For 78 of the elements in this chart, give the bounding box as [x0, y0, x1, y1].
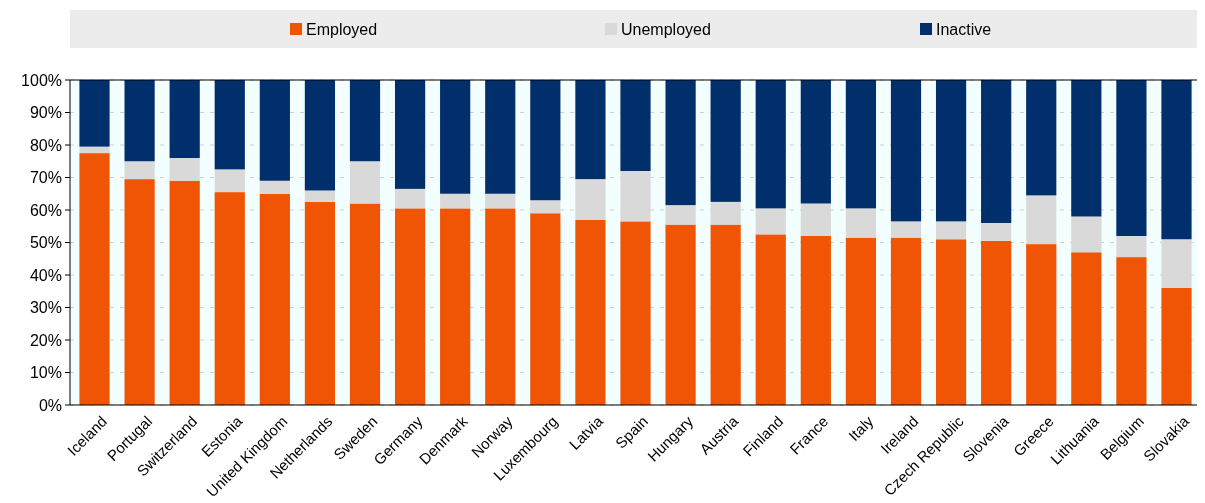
bar	[349, 203, 381, 405]
bar	[169, 180, 200, 405]
bar	[440, 208, 471, 405]
bar	[1161, 80, 1192, 240]
bar	[620, 221, 651, 405]
bar	[755, 208, 786, 235]
y-tick-label: 10%	[29, 364, 62, 382]
bar	[845, 80, 877, 209]
bar	[665, 224, 696, 405]
bar	[169, 80, 200, 158]
bar	[1026, 244, 1057, 405]
y-tick-label: 40%	[29, 266, 62, 284]
bar	[440, 193, 471, 209]
legend-label: Unemployed	[621, 21, 711, 38]
bar	[935, 221, 967, 240]
bar	[485, 208, 516, 405]
bar	[665, 80, 696, 206]
bar	[124, 179, 155, 405]
bar	[800, 80, 831, 204]
bar	[1161, 288, 1192, 405]
bar	[845, 237, 877, 405]
legend-label: Employed	[306, 21, 378, 38]
bar	[304, 190, 336, 202]
bar	[935, 80, 967, 222]
bar	[214, 80, 245, 170]
bar	[349, 80, 381, 162]
bar	[304, 201, 336, 405]
bar	[890, 237, 922, 405]
bar	[1071, 252, 1102, 405]
bar	[530, 80, 561, 201]
y-tick-label: 0%	[38, 396, 62, 414]
bar	[530, 213, 561, 405]
bar	[1071, 80, 1102, 217]
bar	[394, 208, 426, 405]
bar	[981, 223, 1012, 241]
bar	[620, 80, 651, 171]
bar	[259, 180, 290, 194]
bar	[394, 188, 426, 209]
bar	[981, 240, 1012, 405]
bar	[79, 146, 110, 154]
bar	[935, 239, 967, 405]
bar	[981, 80, 1012, 223]
bar	[800, 236, 831, 405]
bar	[575, 219, 606, 405]
y-tick-label: 20%	[29, 331, 62, 349]
bar	[214, 192, 245, 405]
x-tick-label: Italy	[844, 412, 877, 444]
y-tick-label: 100%	[21, 71, 62, 89]
bar	[79, 153, 110, 405]
bar	[1026, 80, 1057, 196]
bar	[1116, 236, 1147, 258]
bar	[1116, 80, 1147, 236]
bar	[485, 80, 516, 194]
bar	[259, 193, 290, 405]
bar	[485, 193, 516, 209]
bar	[710, 80, 741, 202]
bar	[259, 80, 290, 181]
bar	[304, 80, 336, 191]
bar	[710, 224, 741, 405]
y-tick-label: 30%	[29, 299, 62, 317]
legend-label: Inactive	[936, 21, 992, 38]
bar	[1116, 257, 1147, 405]
y-tick-label: 50%	[29, 234, 62, 252]
bar	[755, 80, 786, 209]
bar	[575, 80, 606, 180]
y-tick-label: 60%	[29, 201, 62, 219]
y-tick-label: 70%	[29, 169, 62, 187]
bar	[124, 80, 155, 162]
bar	[1026, 195, 1057, 245]
bar	[890, 221, 922, 238]
bar	[394, 80, 426, 189]
bar	[440, 80, 471, 194]
y-tick-label: 80%	[29, 136, 62, 154]
bar	[755, 234, 786, 405]
bar	[79, 80, 110, 147]
y-tick-label: 90%	[29, 104, 62, 122]
bar	[845, 208, 877, 238]
bar	[890, 80, 922, 222]
